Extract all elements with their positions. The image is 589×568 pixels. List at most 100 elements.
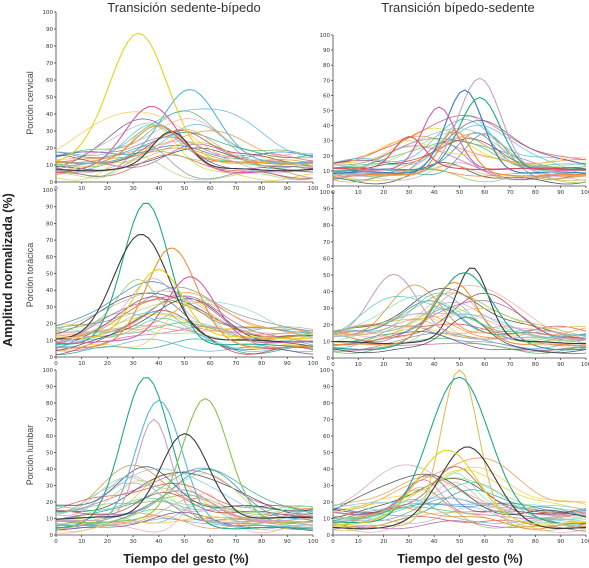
- y-tick-label: 20: [46, 500, 53, 506]
- y-tick-label: 20: [323, 500, 330, 506]
- series-line: [55, 514, 314, 530]
- highlighted-series-line: [332, 273, 586, 340]
- y-tick-label: 100: [320, 190, 331, 196]
- highlighted-series-line: [55, 247, 314, 349]
- panel-5: 0 10 20 30 40 50 60 70 80 90 100 0 10 20 30 40 50 60 70 80 9…: [43, 368, 319, 545]
- col-title-right: Transición bípedo-sedente: [381, 0, 534, 15]
- x-tick-label: 80: [258, 186, 265, 192]
- x-tick-label: 50: [181, 361, 188, 367]
- y-tick-label: 20: [323, 154, 330, 160]
- x-tick-label: 10: [78, 361, 85, 367]
- y-tick-label: 40: [323, 467, 330, 473]
- highlighted-series-line: [332, 267, 587, 345]
- y-tick-label: 80: [46, 401, 53, 407]
- series-line: [332, 115, 587, 169]
- x-tick-label: 100: [308, 186, 319, 192]
- y-tick-label: 0: [327, 356, 331, 362]
- series-line: [332, 168, 587, 184]
- x-tick-label: 30: [130, 539, 137, 545]
- series-line: [332, 466, 587, 513]
- series-line: [55, 295, 314, 344]
- series-line: [55, 500, 314, 525]
- y-tick-label: 30: [323, 306, 330, 312]
- series-line: [332, 486, 587, 516]
- y-tick-label: 10: [323, 517, 330, 523]
- y-tick-label: 0: [50, 355, 54, 361]
- x-tick-label: 0: [331, 362, 335, 368]
- x-tick-label: 20: [380, 539, 387, 545]
- y-tick-label: 70: [323, 418, 330, 424]
- series-line: [56, 470, 314, 512]
- x-tick-label: 80: [258, 361, 265, 367]
- y-tick-label: 70: [323, 240, 330, 246]
- x-tick-label: 60: [481, 362, 488, 368]
- y-tick-label: 70: [46, 238, 53, 244]
- series-line: [55, 328, 314, 342]
- series-line: [332, 497, 587, 510]
- panel-6: 0 10 20 30 40 50 60 70 80 90 100 0 10 20 30 40 50 60 70 80 9…: [320, 368, 589, 545]
- x-tick-label: 80: [532, 362, 539, 368]
- series-line: [55, 466, 314, 512]
- col-title-left: Transición sedente-bípedo: [107, 0, 260, 15]
- highlighted-series-line: [55, 268, 314, 340]
- series-line: [55, 147, 314, 164]
- x-tick-label: 90: [284, 361, 291, 367]
- series-line: [332, 476, 587, 518]
- series-line: [333, 168, 587, 177]
- x-tick-label: 0: [54, 539, 58, 545]
- y-tick-label: 20: [46, 322, 53, 328]
- y-tick-label: 10: [46, 163, 53, 169]
- highlighted-series-line: [332, 77, 587, 177]
- series-line: [55, 467, 314, 520]
- y-tick-label: 90: [323, 207, 330, 213]
- x-tick-label: 60: [481, 190, 488, 196]
- series-line: [55, 111, 314, 164]
- series-line: [332, 482, 587, 526]
- y-tick-label: 100: [43, 368, 54, 374]
- series-line: [55, 492, 314, 517]
- highlighted-series-line: [332, 449, 586, 525]
- series-line: [56, 476, 314, 515]
- y-tick-label: 50: [323, 109, 330, 115]
- x-tick-label: 70: [232, 361, 239, 367]
- x-tick-label: 40: [431, 539, 438, 545]
- y-tick-label: 30: [46, 305, 53, 311]
- x-tick-label: 70: [232, 539, 239, 545]
- x-tick-label: 40: [155, 186, 162, 192]
- y-tick-label: 70: [46, 61, 53, 67]
- highlighted-series-line: [332, 376, 587, 525]
- series-line: [56, 338, 314, 355]
- series-line: [332, 114, 587, 163]
- x-tick-label: 100: [308, 361, 319, 367]
- series-line: [332, 469, 587, 512]
- series-line: [55, 489, 314, 520]
- x-tick-label: 100: [581, 362, 589, 368]
- panel-2: 0102030405060708090100010203040506070809…: [320, 33, 589, 196]
- y-tick-label: 10: [323, 169, 330, 175]
- y-tick-label: 40: [323, 290, 330, 296]
- x-tick-label: 30: [405, 190, 412, 196]
- series-line: [55, 311, 314, 343]
- y-tick-label: 0: [50, 533, 54, 539]
- highlighted-series-line: [55, 124, 314, 165]
- x-tick-label: 70: [507, 362, 514, 368]
- series-line: [55, 286, 314, 332]
- y-tick-label: 50: [46, 272, 53, 278]
- y-tick-label: 70: [46, 418, 53, 424]
- x-tick-label: 10: [78, 539, 85, 545]
- y-tick-label: 20: [46, 146, 53, 152]
- y-tick-label: 40: [323, 124, 330, 130]
- x-tick-label: 20: [104, 186, 111, 192]
- y-tick-label: 100: [320, 33, 331, 39]
- highlighted-series-line: [332, 136, 586, 171]
- series-line: [55, 145, 314, 180]
- series-line: [332, 332, 587, 351]
- series-line: [55, 298, 314, 338]
- y-tick-label: 50: [46, 451, 53, 457]
- y-tick-label: 60: [46, 255, 53, 261]
- row-label-toracica: Porción torácica: [25, 243, 35, 308]
- y-tick-label: 60: [323, 256, 330, 262]
- series-line: [55, 110, 314, 158]
